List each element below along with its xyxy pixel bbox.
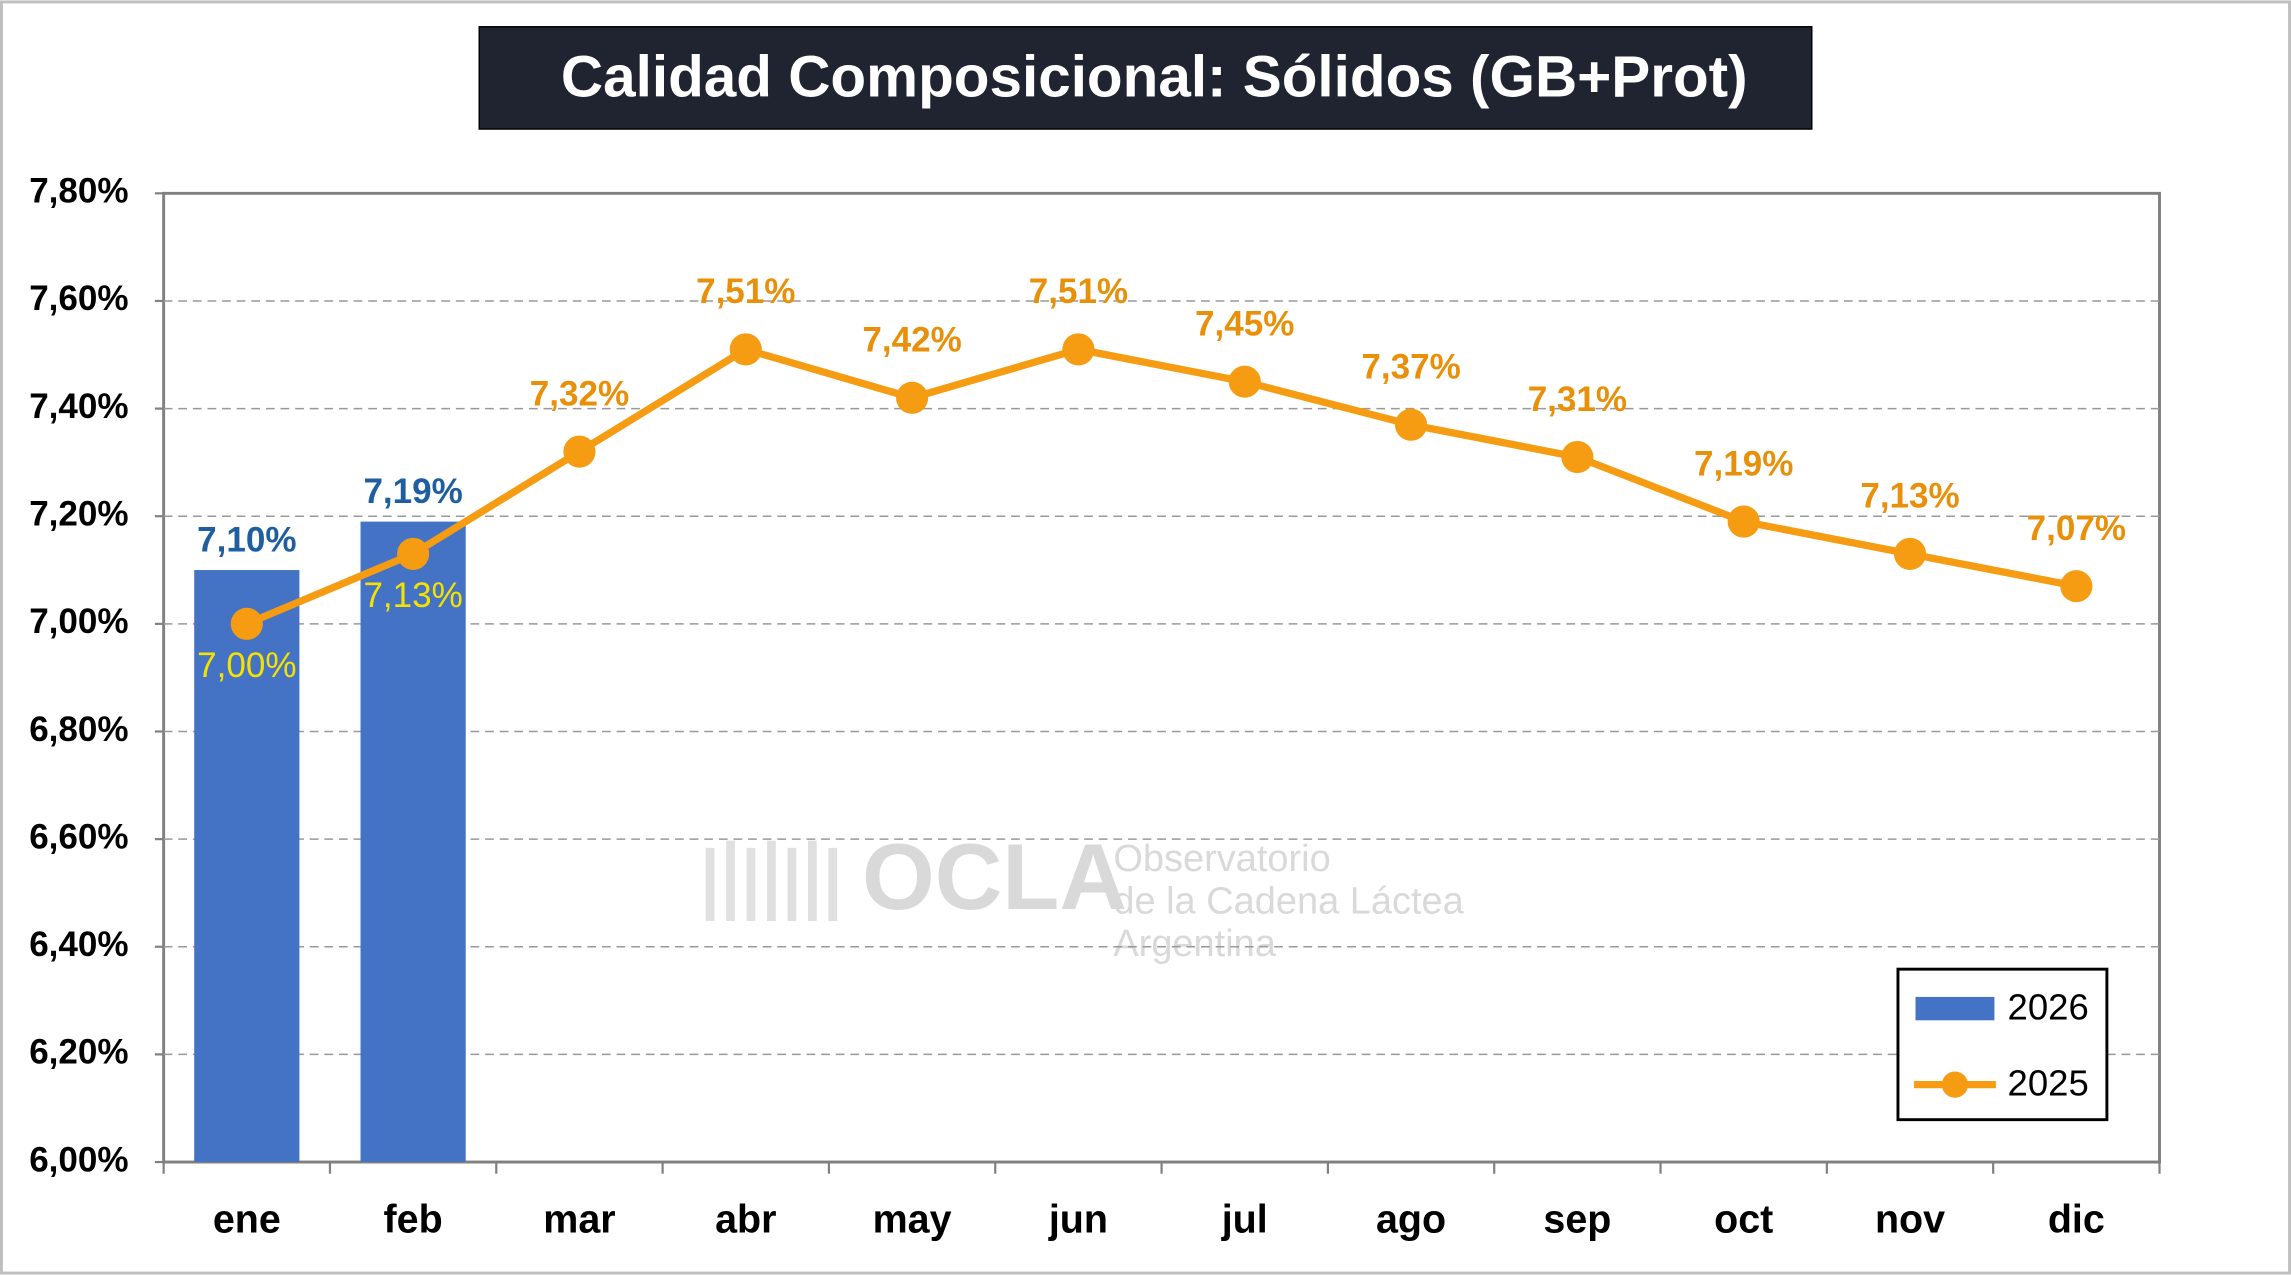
plot-area xyxy=(162,191,2161,1164)
legend-swatch xyxy=(1915,996,1995,1021)
point xyxy=(1228,365,1261,398)
y-tick-label: 7,00% xyxy=(29,602,128,641)
watermark-text: Argentina xyxy=(1113,923,1276,965)
data-label: 7,32% xyxy=(530,374,629,413)
data-label: 7,31% xyxy=(1528,380,1627,419)
point xyxy=(230,607,263,640)
legend-box xyxy=(1896,967,2109,1122)
data-label: 7,51% xyxy=(696,272,795,311)
data-label: 7,51% xyxy=(1029,272,1128,311)
data-label: 7,13% xyxy=(1860,477,1959,516)
point xyxy=(1394,408,1428,441)
y-tick-label: 7,60% xyxy=(29,279,128,318)
y-tick-label: 6,00% xyxy=(29,1140,128,1179)
y-tick-label: 7,20% xyxy=(29,494,128,533)
y-tick-label: 6,60% xyxy=(29,817,128,856)
x-tick-label: abr xyxy=(715,1197,776,1241)
point xyxy=(1727,505,1760,538)
data-label: 7,19% xyxy=(363,472,462,511)
legend-label: 2025 xyxy=(2008,1063,2089,1104)
x-tick-label: jul xyxy=(1221,1197,1268,1241)
watermark-icon xyxy=(705,840,838,921)
x-tick-label: mar xyxy=(543,1197,615,1241)
legend-swatch xyxy=(1941,1071,1969,1098)
data-label: 7,42% xyxy=(862,321,961,360)
bar xyxy=(194,570,300,1163)
x-tick-label: jun xyxy=(1048,1197,1108,1241)
x-tick-label: ago xyxy=(1376,1197,1446,1241)
y-tick-label: 6,40% xyxy=(29,925,128,964)
watermark-text: Observatorio xyxy=(1113,838,1330,880)
watermark: OCLA Observatorio de la Cadena Láctea Ar… xyxy=(705,824,1465,965)
chart-title: Calidad Composicional: Sólidos (GB+Prot) xyxy=(561,44,1748,109)
line xyxy=(245,345,2078,628)
bar xyxy=(360,521,466,1163)
point xyxy=(729,333,762,366)
y-tick-label: 6,80% xyxy=(29,710,128,749)
point xyxy=(1893,537,1927,570)
point xyxy=(896,381,929,414)
data-label: 7,13% xyxy=(363,576,462,615)
x-tick-label: feb xyxy=(384,1197,443,1241)
point xyxy=(1062,333,1095,366)
data-label: 7,00% xyxy=(197,646,296,685)
x-tick-label: may xyxy=(873,1197,952,1241)
y-tick-label: 7,80% xyxy=(29,172,128,211)
point xyxy=(2060,570,2093,603)
x-tick-label: nov xyxy=(1875,1197,1945,1241)
x-tick-label: dic xyxy=(2048,1197,2105,1241)
point xyxy=(397,537,430,570)
watermark-logo: OCLA xyxy=(862,824,1127,929)
data-label: 7,45% xyxy=(1195,304,1294,343)
y-tick-label: 6,20% xyxy=(29,1033,128,1072)
data-label: 7,10% xyxy=(197,521,296,560)
x-tick-label: ene xyxy=(213,1197,281,1241)
y-tick-label: 7,40% xyxy=(29,387,128,426)
legend-label: 2026 xyxy=(2008,987,2089,1028)
data-label: 7,07% xyxy=(2027,509,2126,548)
point xyxy=(563,435,596,468)
data-label: 7,37% xyxy=(1361,347,1460,386)
point xyxy=(1561,440,1594,474)
watermark-text: de la Cadena Láctea xyxy=(1113,880,1464,922)
data-label: 7,19% xyxy=(1694,444,1793,483)
x-tick-label: oct xyxy=(1714,1197,1773,1241)
x-tick-label: sep xyxy=(1543,1197,1611,1241)
title-box xyxy=(478,26,1813,130)
